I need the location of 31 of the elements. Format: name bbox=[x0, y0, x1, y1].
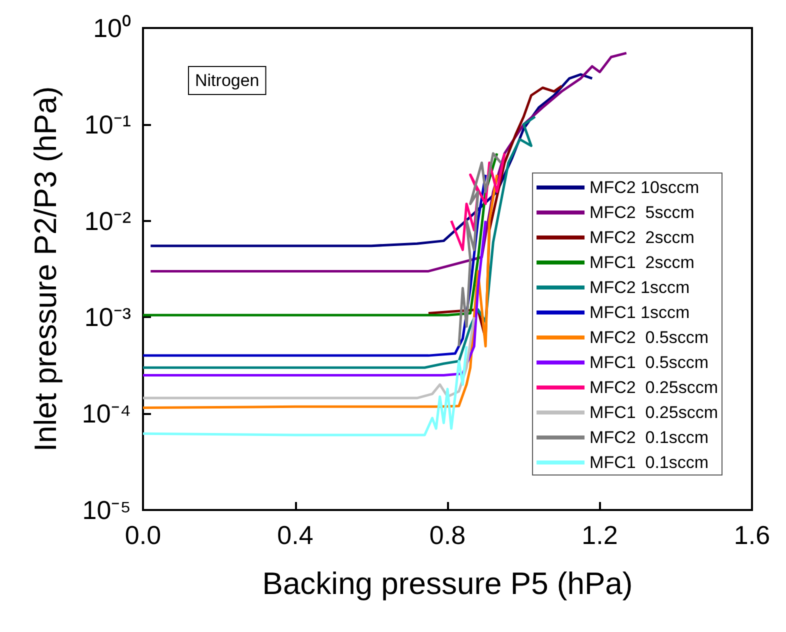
legend-label: MFC1 0.25sccm bbox=[590, 403, 718, 422]
line-series bbox=[142, 316, 476, 400]
y-tick-label: 10⁻¹ bbox=[84, 109, 132, 140]
x-tick-label: 1.2 bbox=[582, 520, 618, 550]
x-axis-title: Backing pressure P5 (hPa) bbox=[262, 566, 633, 601]
y-tick-label: 10⁻⁴ bbox=[82, 398, 131, 429]
x-tick-label: 1.6 bbox=[734, 520, 770, 550]
legend-label: MFC2 0.5sccm bbox=[590, 328, 709, 347]
legend-label: MFC2 0.25sccm bbox=[590, 378, 718, 397]
line-series bbox=[142, 152, 498, 316]
line-series bbox=[142, 344, 468, 436]
legend-label: MFC2 10sccm bbox=[590, 178, 700, 197]
annotation: Nitrogen bbox=[195, 71, 260, 90]
line-series bbox=[458, 152, 502, 348]
legend-label: MFC2 0.1sccm bbox=[590, 428, 709, 447]
legend-label: MFC1 1sccm bbox=[590, 303, 690, 322]
x-tick-label: 0.4 bbox=[277, 520, 314, 550]
legend-label: MFC2 1sccm bbox=[590, 278, 690, 297]
legend-label: MFC2 5sccm bbox=[590, 203, 694, 222]
legend-label: MFC2 2sccm bbox=[590, 228, 694, 247]
x-tick-label: 0.8 bbox=[429, 520, 466, 550]
legend-label: MFC1 2sccm bbox=[590, 253, 694, 272]
y-tick-label: 10⁰ bbox=[93, 13, 131, 43]
y-tick-label: 10⁻³ bbox=[84, 302, 132, 332]
line-series bbox=[142, 220, 487, 376]
line-series bbox=[142, 174, 498, 409]
legend-label: MFC1 0.1sccm bbox=[590, 453, 709, 472]
legend-label: MFC1 0.5sccm bbox=[590, 353, 709, 372]
line-series bbox=[142, 116, 536, 369]
y-tick-label: 10⁻² bbox=[84, 206, 132, 236]
y-axis-title: Inlet pressure P2/P3 (hPa) bbox=[28, 86, 63, 452]
